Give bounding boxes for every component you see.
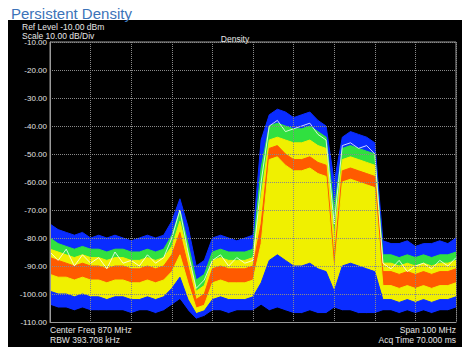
svg-text:Span 100 MHz: Span 100 MHz	[400, 325, 456, 335]
svg-text:-80.00: -80.00	[24, 234, 47, 243]
svg-text:Scale 10.00 dB/Div: Scale 10.00 dB/Div	[22, 31, 95, 41]
svg-text:-50.00: -50.00	[24, 150, 47, 159]
svg-text:Density: Density	[221, 34, 250, 44]
svg-text:RBW 393.708 kHz: RBW 393.708 kHz	[50, 335, 120, 345]
svg-text:-100.00: -100.00	[20, 290, 48, 299]
svg-text:-70.00: -70.00	[24, 206, 47, 215]
svg-text:Ref Level -10.00 dBm: Ref Level -10.00 dBm	[22, 21, 105, 32]
svg-text:-110.00: -110.00	[20, 318, 47, 327]
svg-text:-10.00: -10.00	[24, 37, 47, 47]
svg-text:-30.00: -30.00	[24, 94, 47, 103]
svg-text:-90.00: -90.00	[24, 262, 47, 271]
svg-text:Persistent Density: Persistent Density	[11, 5, 132, 22]
svg-text:Acq Time 70.000 ms: Acq Time 70.000 ms	[379, 335, 456, 345]
svg-text:-40.00: -40.00	[24, 122, 47, 131]
svg-text:Center Freq 870 MHz: Center Freq 870 MHz	[50, 325, 132, 335]
svg-text:-20.00: -20.00	[24, 66, 47, 75]
svg-text:-60.00: -60.00	[24, 178, 47, 187]
